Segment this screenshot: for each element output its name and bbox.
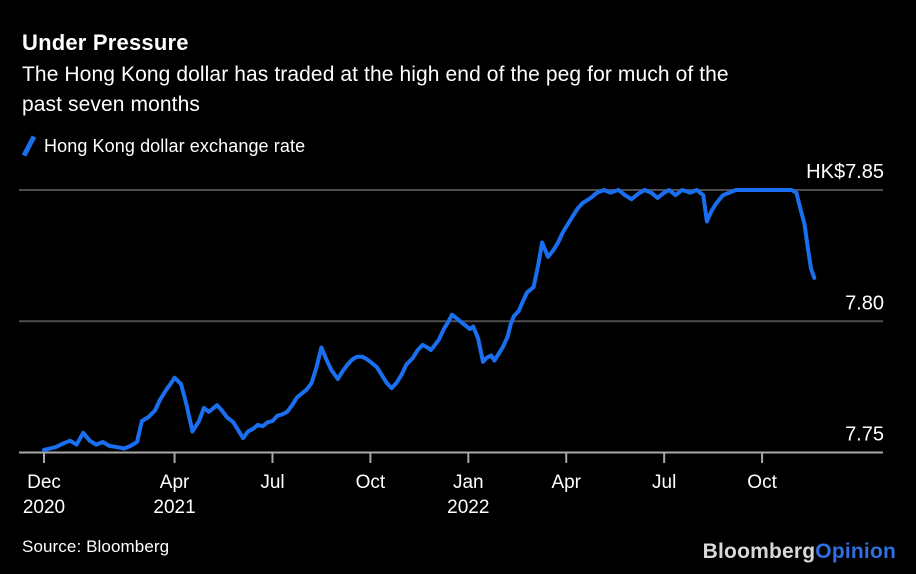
x-tick-label: Oct (356, 472, 386, 493)
x-tick-year-label: 2020 (23, 497, 65, 518)
x-tick-label: Apr (160, 472, 190, 493)
x-tick-label: Dec (27, 472, 61, 493)
chart-subtitle-line-2: past seven months (22, 93, 200, 116)
legend: Hong Kong dollar exchange rate (21, 134, 305, 158)
x-tick-year-label: 2022 (447, 497, 489, 518)
x-tick-label: Jan (453, 472, 484, 493)
y-axis-label: HK$7.85 (806, 161, 884, 183)
x-tick-label: Jul (260, 472, 284, 493)
bloomberg-opinion-logo: BloombergOpinion (703, 540, 896, 564)
logo-bloomberg: Bloomberg (702, 540, 816, 563)
chart-subtitle: The Hong Kong dollar has traded at the h… (22, 60, 729, 120)
x-tick-label: Apr (551, 472, 581, 493)
source-note: Source: Bloomberg (22, 537, 170, 556)
chart-subtitle-line-1: The Hong Kong dollar has traded at the h… (22, 63, 729, 86)
legend-label: Hong Kong dollar exchange rate (44, 135, 306, 156)
exchange-rate-line (42, 188, 817, 452)
x-tick-year-label: 2021 (153, 497, 195, 518)
y-axis-label: 7.75 (845, 424, 884, 446)
chart-title: Under Pressure (22, 30, 189, 55)
x-tick-label: Oct (747, 472, 777, 493)
legend-slash-marker-icon (21, 135, 37, 157)
y-axis-label: 7.80 (845, 292, 884, 314)
logo-opinion: Opinion (815, 540, 896, 563)
x-tick-label: Jul (652, 472, 676, 493)
